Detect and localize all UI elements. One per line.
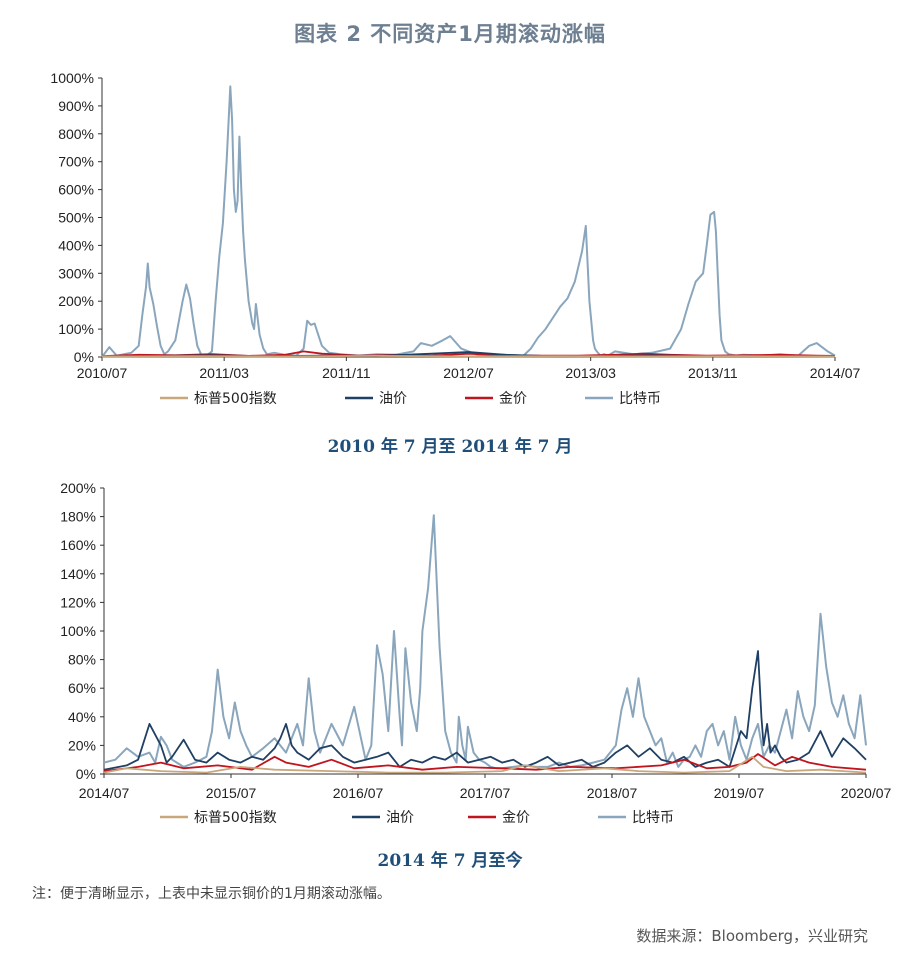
x-tick-label: 2019/07 — [714, 785, 765, 801]
y-tick-label: 300% — [58, 265, 94, 281]
y-tick-label: 900% — [58, 98, 94, 114]
x-tick-label: 2018/07 — [587, 785, 638, 801]
y-tick-label: 500% — [58, 210, 94, 226]
y-tick-label: 0% — [74, 349, 94, 365]
x-tick-label: 2015/07 — [206, 785, 257, 801]
y-tick-label: 20% — [68, 737, 96, 753]
series-line-sp500 — [103, 755, 867, 774]
x-tick-label: 2016/07 — [333, 785, 384, 801]
y-tick-label: 40% — [68, 709, 96, 725]
series-line-gold — [103, 753, 867, 772]
y-tick-label: 1000% — [50, 70, 94, 86]
series-line-btc — [103, 514, 867, 770]
y-tick-label: 60% — [68, 680, 96, 696]
y-tick-label: 100% — [60, 623, 96, 639]
x-tick-label: 2014/07 — [79, 785, 130, 801]
x-tick-label: 2014/07 — [810, 365, 861, 381]
legend-label-oil: 油价 — [386, 810, 414, 826]
y-tick-label: 200% — [60, 480, 96, 496]
y-tick-label: 400% — [58, 237, 94, 253]
legend-label-sp500: 标普500指数 — [194, 391, 277, 407]
y-tick-label: 800% — [58, 126, 94, 142]
legend-label-gold: 金价 — [502, 810, 530, 826]
legend-label-btc: 比特币 — [632, 810, 674, 826]
y-tick-label: 600% — [58, 182, 94, 198]
source-note: 数据来源：Bloomberg，兴业研究 — [636, 927, 868, 945]
y-tick-label: 0% — [76, 766, 96, 782]
chart-title: 图表 2 不同资产1月期滚动涨幅 — [294, 22, 606, 46]
x-tick-label: 2013/11 — [688, 365, 738, 381]
chart-subtitle: 2010 年 7 月至 2014 年 7 月 — [328, 436, 573, 457]
x-tick-label: 2013/03 — [565, 365, 616, 381]
legend-label-btc: 比特币 — [619, 391, 661, 407]
x-tick-label: 2017/07 — [460, 785, 511, 801]
x-tick-label: 2020/07 — [841, 785, 892, 801]
y-tick-label: 140% — [60, 566, 96, 582]
y-tick-label: 160% — [60, 537, 96, 553]
legend-label-gold: 金价 — [499, 391, 527, 407]
y-tick-label: 180% — [60, 509, 96, 525]
legend-label-sp500: 标普500指数 — [194, 810, 277, 826]
y-tick-label: 100% — [58, 321, 94, 337]
series-line-btc — [101, 85, 836, 358]
x-tick-label: 2012/07 — [443, 365, 494, 381]
footnote: 注：便于清晰显示，上表中未显示铜价的1月期滚动涨幅。 — [32, 886, 391, 902]
x-tick-label: 2011/03 — [199, 365, 249, 381]
chart-2014-present: 0% 20% 40% 60% 80% 100% 120% 140% 160% 180% 200% 20… — [60, 480, 892, 871]
chart-2010-2014: 0% 100% 200% 300% 400% 500% 600% 700% 800% 900% 10… — [50, 70, 861, 457]
x-tick-label: 2010/07 — [77, 365, 128, 381]
chart-subtitle: 2014 年 7 月至今 — [378, 850, 523, 871]
series-line-oil — [103, 650, 867, 771]
legend-label-oil: 油价 — [379, 391, 407, 407]
series-line-sp500 — [101, 354, 836, 358]
y-tick-label: 200% — [58, 293, 94, 309]
x-tick-label: 2011/11 — [322, 365, 371, 381]
y-tick-label: 80% — [68, 652, 96, 668]
y-tick-label: 120% — [60, 594, 96, 610]
y-tick-label: 700% — [58, 154, 94, 170]
